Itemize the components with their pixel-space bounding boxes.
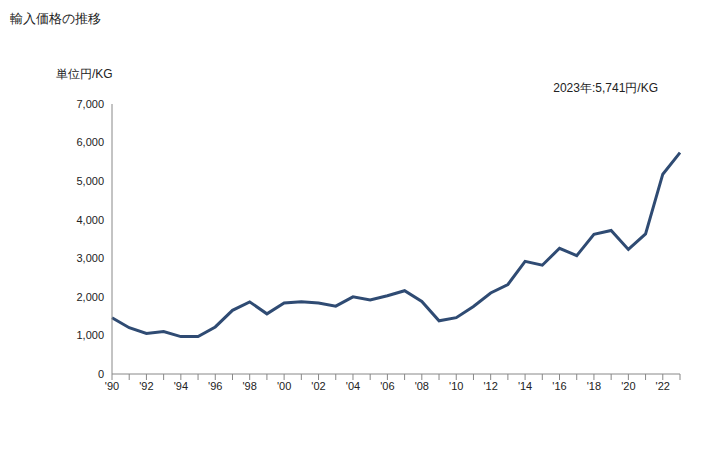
svg-text:'18: '18 — [587, 380, 601, 392]
svg-text:'06: '06 — [380, 380, 394, 392]
svg-text:0: 0 — [98, 368, 104, 380]
svg-text:'98: '98 — [243, 380, 257, 392]
svg-text:'10: '10 — [449, 380, 463, 392]
html-text:単位円/KG: 単位円/KG — [56, 67, 113, 81]
svg-text:'16: '16 — [552, 380, 566, 392]
svg-text:'12: '12 — [483, 380, 497, 392]
html-text:2023年:5,741円/KG: 2023年:5,741円/KG — [553, 81, 658, 95]
svg-text:'22: '22 — [656, 380, 670, 392]
svg-text:'92: '92 — [139, 380, 153, 392]
svg-text:1,000: 1,000 — [76, 329, 104, 341]
svg-text:'00: '00 — [277, 380, 291, 392]
svg-text:'20: '20 — [621, 380, 635, 392]
svg-text:'02: '02 — [311, 380, 325, 392]
svg-text:'14: '14 — [518, 380, 532, 392]
svg-text:5,000: 5,000 — [76, 175, 104, 187]
svg-text:3,000: 3,000 — [76, 252, 104, 264]
svg-text:7,000: 7,000 — [76, 98, 104, 110]
svg-text:2,000: 2,000 — [76, 291, 104, 303]
svg-text:'94: '94 — [174, 380, 188, 392]
svg-text:'04: '04 — [346, 380, 360, 392]
svg-text:6,000: 6,000 — [76, 136, 104, 148]
svg-text:'96: '96 — [208, 380, 222, 392]
svg-text:4,000: 4,000 — [76, 214, 104, 226]
svg-text:'90: '90 — [105, 380, 119, 392]
svg-text:'08: '08 — [415, 380, 429, 392]
html-text:輸入価格の推移: 輸入価格の推移 — [10, 11, 101, 26]
